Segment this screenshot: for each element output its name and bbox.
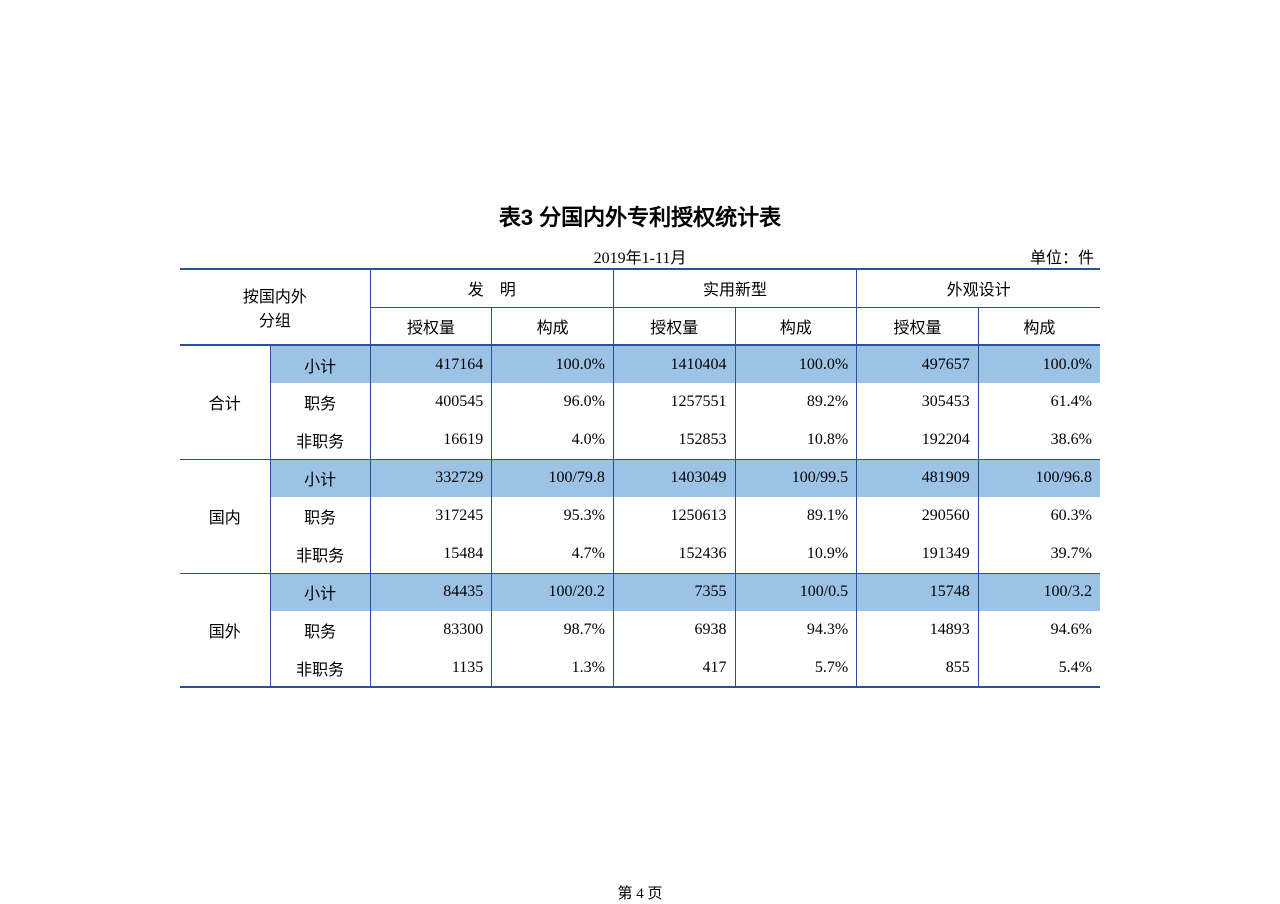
data-cell: 100.0% — [492, 345, 614, 383]
row-sub-label: 职务 — [270, 383, 370, 421]
data-cell: 15748 — [857, 573, 979, 611]
data-cell: 38.6% — [978, 421, 1100, 459]
sub-header: 构成 — [978, 307, 1100, 345]
data-cell: 100/3.2 — [978, 573, 1100, 611]
data-cell: 332729 — [370, 459, 492, 497]
sub-header: 授权量 — [613, 307, 735, 345]
data-cell: 7355 — [613, 573, 735, 611]
data-cell: 152436 — [613, 535, 735, 573]
data-cell: 1135 — [370, 649, 492, 687]
row-sub-label: 非职务 — [270, 535, 370, 573]
data-cell: 290560 — [857, 497, 979, 535]
data-cell: 60.3% — [978, 497, 1100, 535]
period-label: 2019年1-11月 — [594, 244, 687, 268]
data-cell: 100/0.5 — [735, 573, 857, 611]
data-cell: 191349 — [857, 535, 979, 573]
data-cell: 94.3% — [735, 611, 857, 649]
data-cell: 89.1% — [735, 497, 857, 535]
data-cell: 417 — [613, 649, 735, 687]
page-footer: 第 4 页 — [0, 882, 1280, 903]
data-cell: 5.4% — [978, 649, 1100, 687]
row-sub-label: 非职务 — [270, 421, 370, 459]
data-cell: 1403049 — [613, 459, 735, 497]
data-cell: 95.3% — [492, 497, 614, 535]
row-group-header: 按国内外分组 — [180, 269, 370, 345]
row-sub-label: 职务 — [270, 611, 370, 649]
sub-header: 授权量 — [370, 307, 492, 345]
data-cell: 10.9% — [735, 535, 857, 573]
col-group-header: 外观设计 — [857, 269, 1100, 307]
data-cell: 855 — [857, 649, 979, 687]
patent-stats-table: 按国内外分组发 明实用新型外观设计授权量构成授权量构成授权量构成 合计小计417… — [180, 268, 1100, 688]
data-cell: 192204 — [857, 421, 979, 459]
row-sub-label: 职务 — [270, 497, 370, 535]
section-label: 合计 — [180, 345, 270, 459]
data-cell: 497657 — [857, 345, 979, 383]
data-cell: 100.0% — [978, 345, 1100, 383]
data-cell: 317245 — [370, 497, 492, 535]
col-group-header: 发 明 — [370, 269, 613, 307]
data-cell: 4.7% — [492, 535, 614, 573]
section-label: 国内 — [180, 459, 270, 573]
data-cell: 1257551 — [613, 383, 735, 421]
row-sub-label: 小计 — [270, 573, 370, 611]
data-cell: 98.7% — [492, 611, 614, 649]
data-cell: 15484 — [370, 535, 492, 573]
data-cell: 89.2% — [735, 383, 857, 421]
data-cell: 4.0% — [492, 421, 614, 459]
data-cell: 100.0% — [735, 345, 857, 383]
col-group-header: 实用新型 — [613, 269, 856, 307]
table-header: 按国内外分组发 明实用新型外观设计授权量构成授权量构成授权量构成 — [180, 269, 1100, 345]
data-cell: 83300 — [370, 611, 492, 649]
data-cell: 6938 — [613, 611, 735, 649]
sub-header: 授权量 — [857, 307, 979, 345]
data-cell: 100/20.2 — [492, 573, 614, 611]
unit-label: 单位：件 — [1030, 244, 1094, 268]
sub-header: 构成 — [492, 307, 614, 345]
data-cell: 39.7% — [978, 535, 1100, 573]
data-cell: 16619 — [370, 421, 492, 459]
data-cell: 417164 — [370, 345, 492, 383]
data-cell: 100/99.5 — [735, 459, 857, 497]
data-cell: 84435 — [370, 573, 492, 611]
section-label: 国外 — [180, 573, 270, 687]
sub-header: 构成 — [735, 307, 857, 345]
data-cell: 1.3% — [492, 649, 614, 687]
data-cell: 96.0% — [492, 383, 614, 421]
data-cell: 100/96.8 — [978, 459, 1100, 497]
data-cell: 14893 — [857, 611, 979, 649]
data-cell: 10.8% — [735, 421, 857, 459]
data-cell: 1250613 — [613, 497, 735, 535]
data-cell: 400545 — [370, 383, 492, 421]
row-sub-label: 小计 — [270, 459, 370, 497]
data-cell: 94.6% — [978, 611, 1100, 649]
data-cell: 305453 — [857, 383, 979, 421]
row-sub-label: 非职务 — [270, 649, 370, 687]
data-cell: 152853 — [613, 421, 735, 459]
data-cell: 5.7% — [735, 649, 857, 687]
table-body: 合计小计417164100.0%1410404100.0%497657100.0… — [180, 345, 1100, 687]
data-cell: 100/79.8 — [492, 459, 614, 497]
data-cell: 61.4% — [978, 383, 1100, 421]
table-title: 表3 分国内外专利授权统计表 — [180, 200, 1100, 232]
row-sub-label: 小计 — [270, 345, 370, 383]
data-cell: 1410404 — [613, 345, 735, 383]
data-cell: 481909 — [857, 459, 979, 497]
